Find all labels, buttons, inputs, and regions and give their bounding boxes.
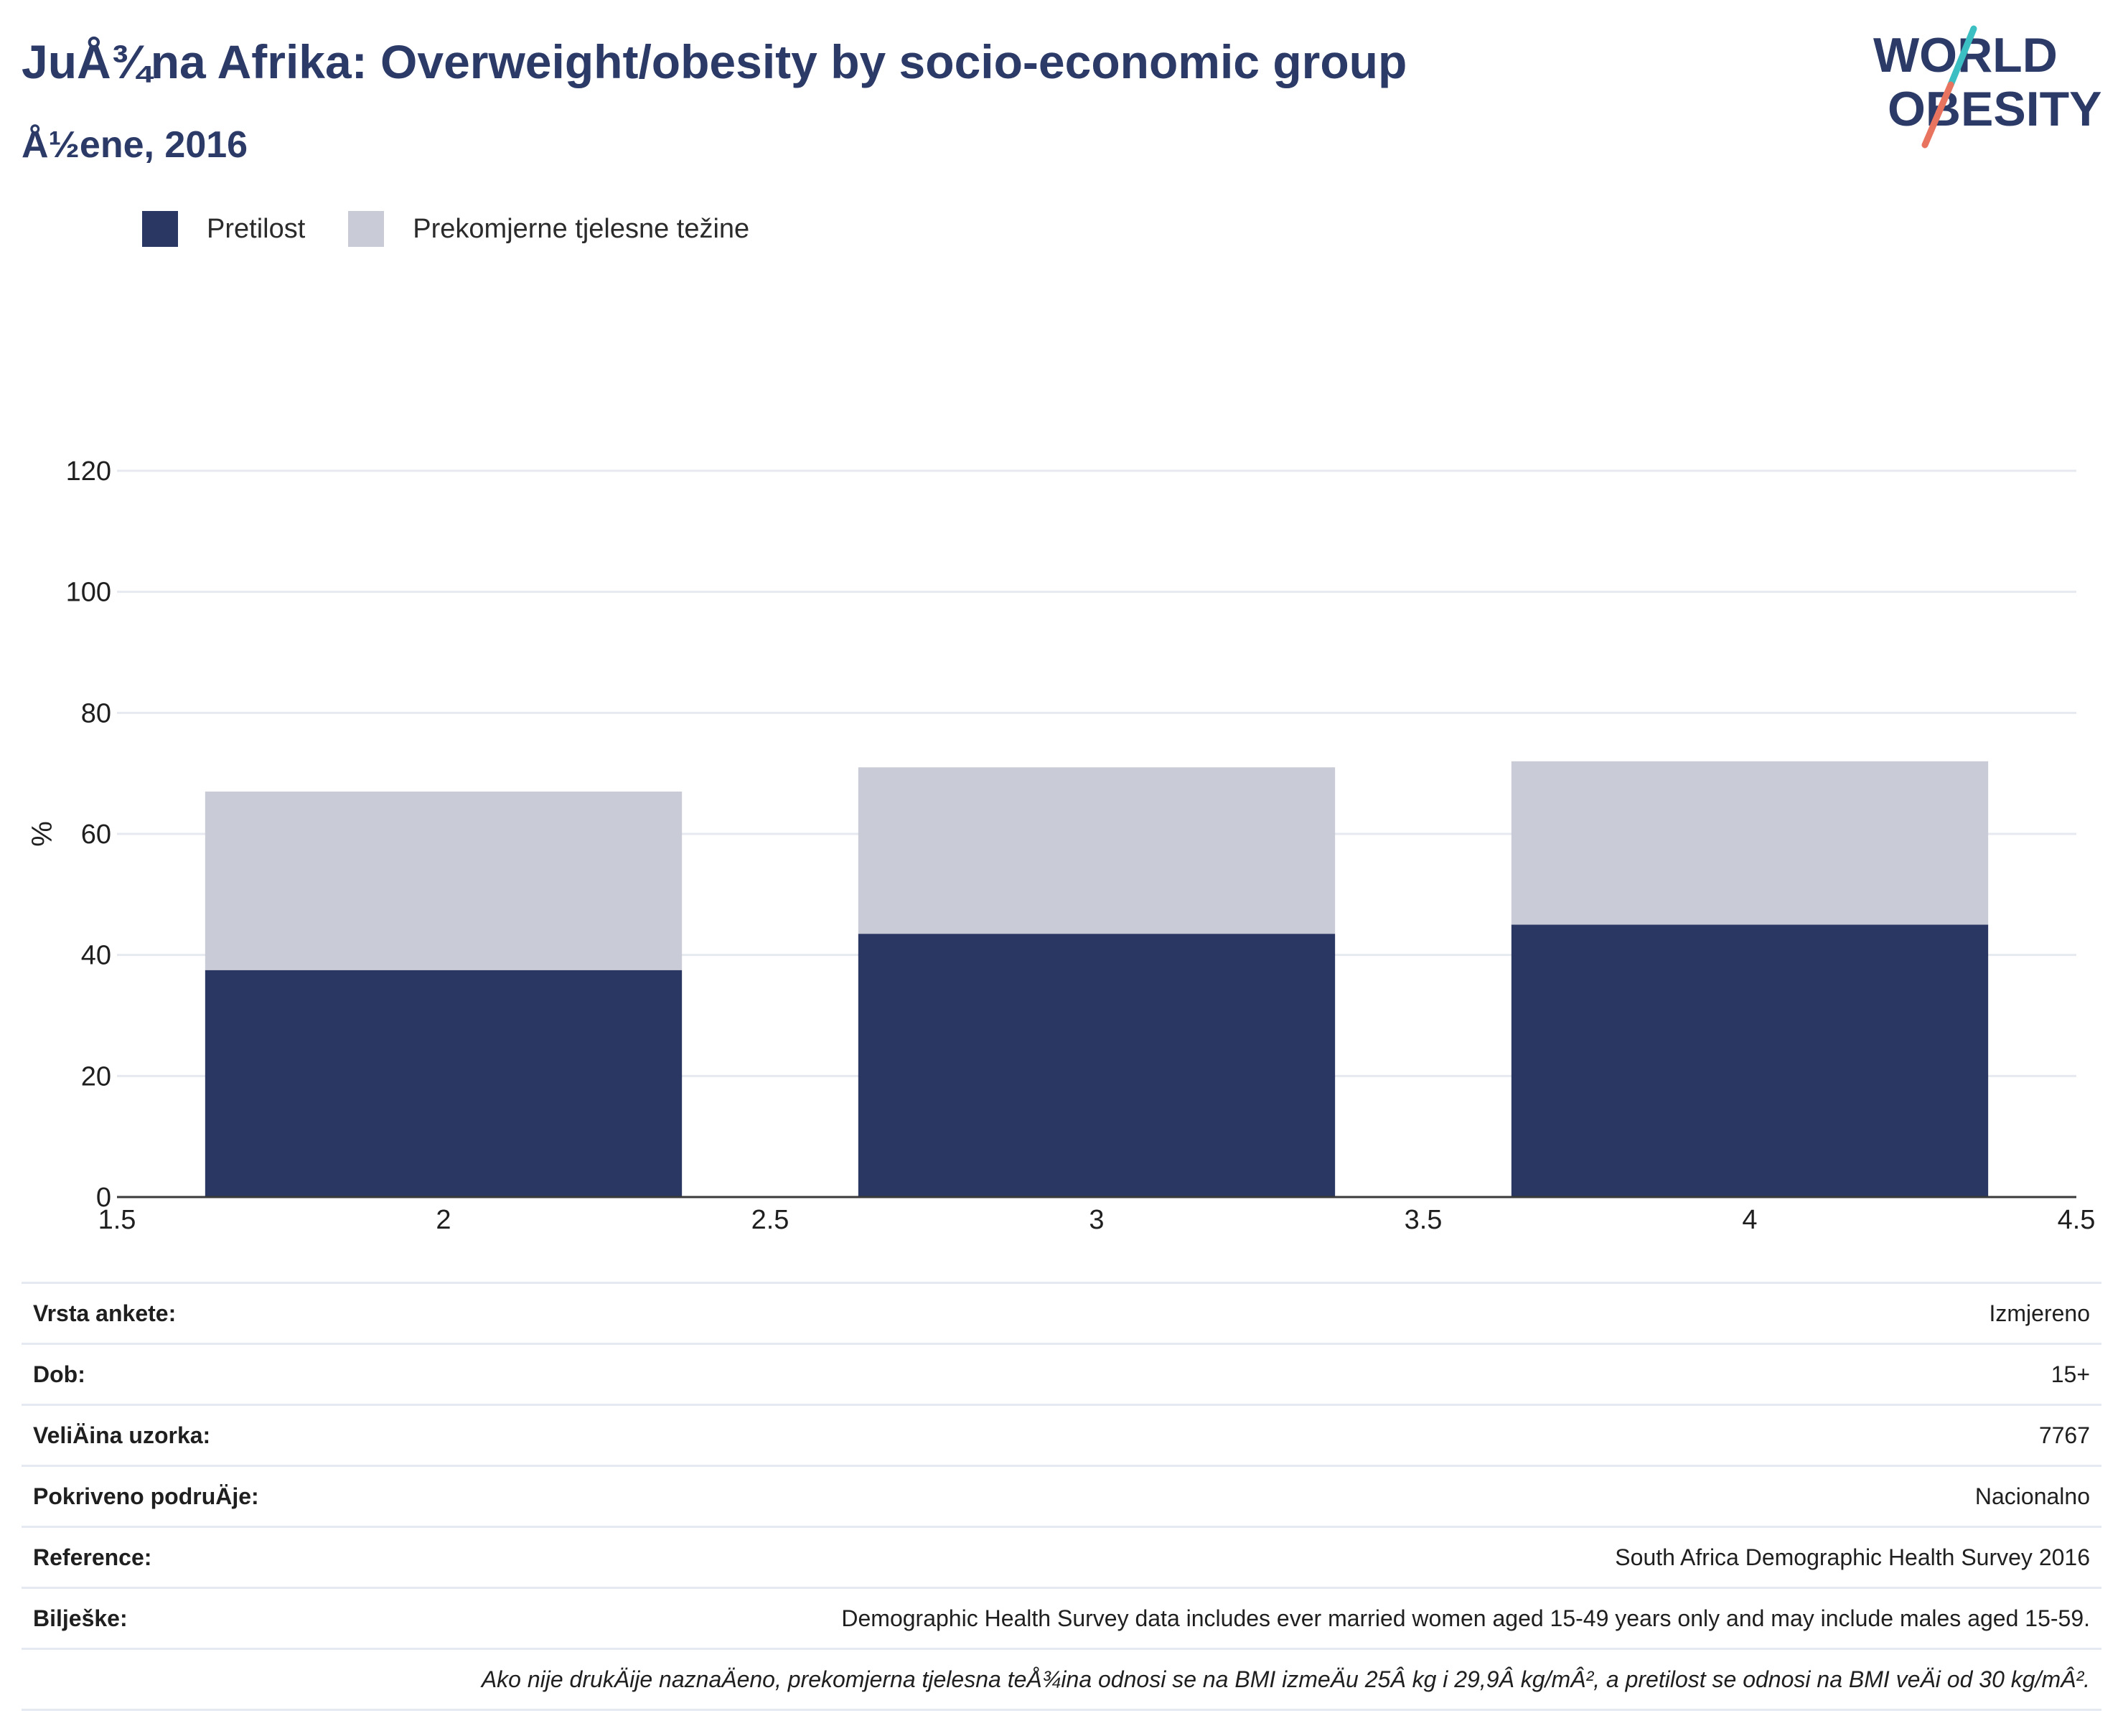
info-label: Dob: xyxy=(33,1361,85,1387)
info-label: Pokriveno podruÄje: xyxy=(33,1483,259,1509)
y-tick-label: 40 xyxy=(81,941,111,971)
info-label: Vrsta ankete: xyxy=(33,1300,177,1326)
info-value: 15+ xyxy=(2051,1361,2090,1387)
x-tick-label: 4.5 xyxy=(2058,1205,2096,1234)
info-label: Reference: xyxy=(33,1544,152,1570)
info-row-coverage: Pokriveno podruÄje: Nacionalno xyxy=(22,1465,2101,1526)
bar-overweight xyxy=(1511,761,1989,925)
legend-item-overweight[interactable]: Prekomjerne tjelesne težine xyxy=(348,211,749,247)
legend-swatch-overweight xyxy=(348,211,385,247)
x-tick-label: 3 xyxy=(1089,1205,1104,1234)
logo-slash-teal xyxy=(1947,25,1977,88)
world-obesity-logo: WORLD OBESITY xyxy=(1873,25,2102,149)
x-tick-label: 2 xyxy=(436,1205,451,1234)
chart-title: JuÅ¾na Afrika: Overweight/obesity by soc… xyxy=(22,35,1407,88)
x-tick-label: 1.5 xyxy=(98,1205,136,1234)
y-tick-label: 80 xyxy=(81,698,111,728)
x-tick-label: 2.5 xyxy=(751,1205,789,1234)
legend-label-obesity: Pretilost xyxy=(207,213,306,244)
info-value: Demographic Health Survey data includes … xyxy=(841,1605,2090,1631)
info-label: VeliÄina uzorka: xyxy=(33,1422,211,1448)
bar-obesity xyxy=(1511,924,1989,1197)
logo-word-obesity: OBESITY xyxy=(1888,82,2102,136)
legend-item-obesity[interactable]: Pretilost xyxy=(142,211,305,247)
y-axis-label: % xyxy=(27,821,58,847)
chart-legend: Pretilost Prekomjerne tjelesne težine xyxy=(142,211,792,247)
y-tick-label: 0 xyxy=(96,1183,111,1213)
legend-label-overweight: Prekomjerne tjelesne težine xyxy=(413,213,750,244)
x-tick-label: 4 xyxy=(1742,1205,1757,1234)
info-row-survey-type: Vrsta ankete: Izmjereno xyxy=(22,1282,2101,1343)
legend-swatch-obesity xyxy=(142,211,178,247)
bar-overweight xyxy=(205,791,683,970)
y-tick-label: 100 xyxy=(66,578,111,608)
info-row-sample-size: VeliÄina uzorka: 7767 xyxy=(22,1404,2101,1465)
logo-slash-coral xyxy=(1921,81,1954,149)
info-label: Bilješke: xyxy=(33,1605,128,1631)
info-row-age: Dob: 15+ xyxy=(22,1343,2101,1404)
bar-obesity xyxy=(858,934,1336,1197)
bar-overweight xyxy=(858,767,1336,934)
info-row-notes: Bilješke: Demographic Health Survey data… xyxy=(22,1587,2101,1648)
info-row-reference: Reference: South Africa Demographic Heal… xyxy=(22,1526,2101,1587)
y-tick-label: 60 xyxy=(81,820,111,850)
y-tick-label: 120 xyxy=(66,456,111,487)
y-tick-label: 20 xyxy=(81,1061,111,1092)
info-value: South Africa Demographic Health Survey 2… xyxy=(1615,1544,2090,1570)
bmi-definition-note: Ako nije drukÄije naznaÄeno, prekomjerna… xyxy=(22,1648,2101,1711)
x-tick-label: 3.5 xyxy=(1405,1205,1443,1234)
info-value: 7767 xyxy=(2038,1422,2090,1448)
stacked-bar-chart: 0 20 40 60 80 100 120% 1.5 2 2.5 3 3.5 4 4.5 xyxy=(27,456,2096,1234)
survey-info-table: Vrsta ankete: Izmjereno Dob: 15+ VeliÄin… xyxy=(22,1282,2101,1711)
info-value: Izmjereno xyxy=(1989,1300,2091,1326)
chart-subtitle: Å½ene, 2016 xyxy=(22,124,248,166)
info-value: Nacionalno xyxy=(1974,1483,2090,1509)
bar-obesity xyxy=(205,970,683,1197)
